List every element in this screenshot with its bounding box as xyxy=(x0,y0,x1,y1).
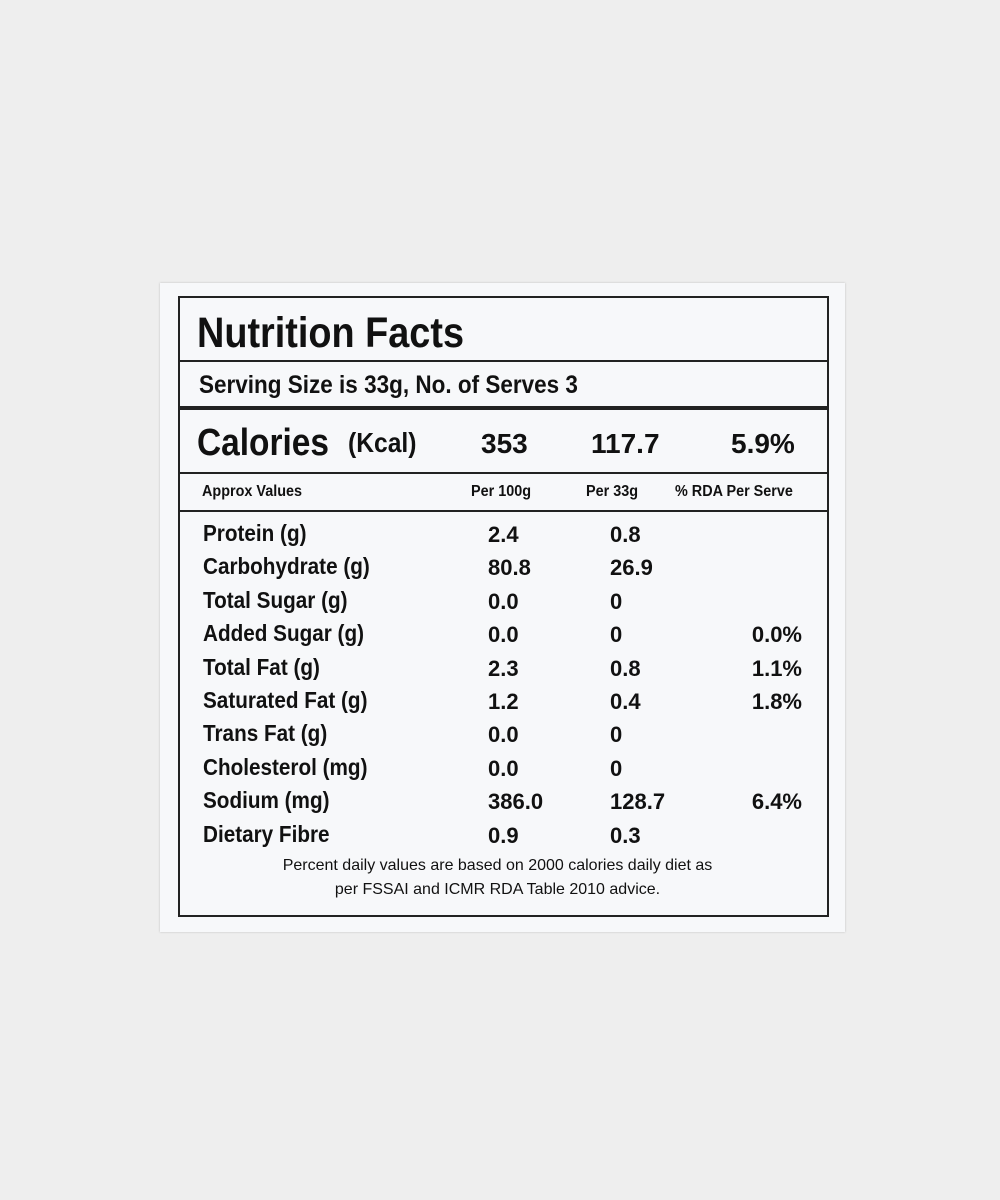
nutrient-value: 128.7 xyxy=(610,789,666,815)
nutrient-value: 0.0 xyxy=(488,755,519,781)
nutrient-value: 2.4 xyxy=(488,522,519,547)
label-card xyxy=(160,283,845,932)
rule xyxy=(178,406,829,410)
rule xyxy=(178,510,829,512)
nutrient-value: 0.4 xyxy=(610,689,641,714)
rule xyxy=(178,472,829,474)
rule xyxy=(178,360,829,362)
nutrient-value: 2.3 xyxy=(488,655,519,681)
calories-value: 5.9% xyxy=(731,428,795,459)
nutrient-value: 0.0 xyxy=(488,722,519,748)
header-cell: % RDA Per Serve xyxy=(675,483,793,500)
footnote: Percent daily values are based on 2000 c… xyxy=(282,857,713,874)
nutrient-value: 0 xyxy=(610,622,623,648)
nutrient-value: 1.1% xyxy=(751,655,802,681)
nutrient-value: 0.0 xyxy=(488,588,519,614)
nutrient-name: Protein (g) xyxy=(203,520,307,546)
nutrient-value: 386.0 xyxy=(488,789,544,815)
nutrient-value: 0 xyxy=(610,722,623,748)
calories-value: 353 xyxy=(481,428,528,459)
title: Nutrition Facts xyxy=(197,309,464,357)
header-cell: Approx Values xyxy=(202,483,303,500)
nutrient-name: Cholesterol (mg) xyxy=(203,753,368,780)
calories-unit: (Kcal) xyxy=(348,427,417,458)
nutrient-value: 1.2 xyxy=(488,689,519,714)
nutrient-value: 6.4% xyxy=(751,789,802,815)
header-cell: Per 100g xyxy=(471,483,532,500)
nutrient-value: 0 xyxy=(610,755,623,781)
nutrient-value: 0 xyxy=(610,588,623,614)
nutrient-name: Saturated Fat (g) xyxy=(203,687,368,713)
nutrient-name: Trans Fat (g) xyxy=(203,720,328,747)
nutrient-name: Carbohydrate (g) xyxy=(203,553,370,580)
nutrient-value: 26.9 xyxy=(610,555,653,581)
calories-label: Calories xyxy=(197,422,329,464)
nutrient-name: Total Fat (g) xyxy=(203,653,320,680)
nutrient-value: 0.3 xyxy=(610,822,641,848)
nutrient-value: 0.8 xyxy=(610,522,641,547)
nutrient-name: Total Sugar (g) xyxy=(203,586,348,613)
header-cell: Per 33g xyxy=(586,483,639,500)
nutrient-name: Added Sugar (g) xyxy=(203,620,365,647)
calories-value: 117.7 xyxy=(591,428,660,459)
nutrient-value: 0.0% xyxy=(751,622,802,648)
nutrient-value: 0.0 xyxy=(488,622,519,648)
nutrient-value: 0.8 xyxy=(610,655,641,681)
serving-size: Serving Size is 33g, No. of Serves 3 xyxy=(199,371,578,399)
label-border xyxy=(178,296,829,917)
nutrient-name: Sodium (mg) xyxy=(203,787,330,814)
footnote: per FSSAI and ICMR RDA Table 2010 advice… xyxy=(334,881,661,898)
nutrient-value: 1.8% xyxy=(751,689,802,714)
nutrient-value: 0.9 xyxy=(488,822,519,848)
nutrient-name: Dietary Fibre xyxy=(203,820,330,847)
nutrient-value: 80.8 xyxy=(488,555,531,581)
